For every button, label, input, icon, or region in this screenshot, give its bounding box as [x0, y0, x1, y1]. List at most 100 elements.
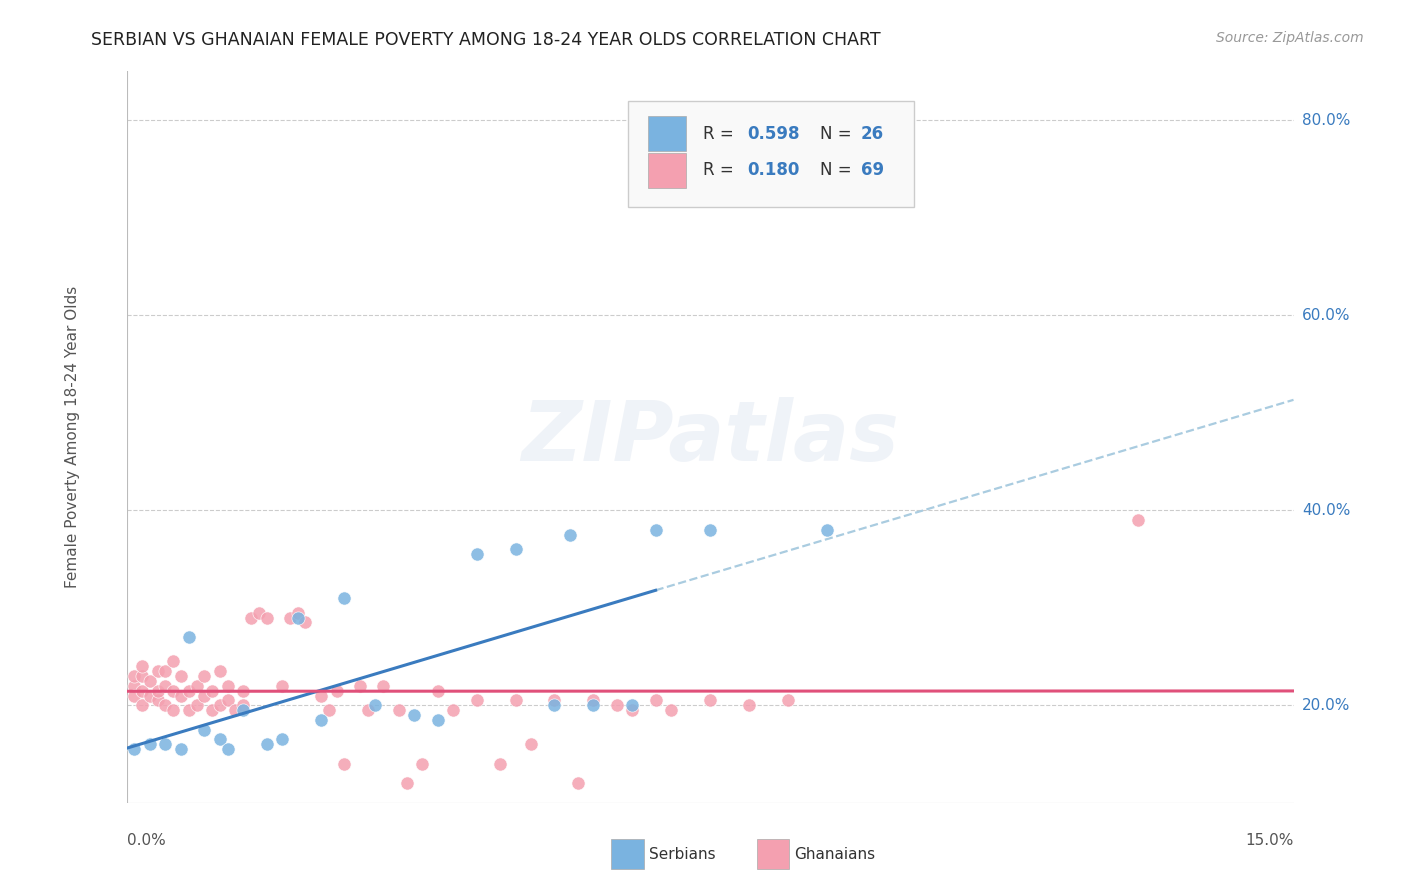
Bar [648, 153, 686, 187]
Point [271, 732, 294, 747]
Point [441, 703, 464, 717]
Point [177, 703, 200, 717]
FancyBboxPatch shape [628, 101, 914, 207]
Text: 60.0%: 60.0% [1302, 308, 1350, 323]
Point [373, 679, 395, 693]
Point [232, 698, 254, 713]
Point [146, 683, 169, 698]
Point [357, 703, 380, 717]
Point [131, 669, 153, 683]
Point [162, 683, 184, 698]
Point [558, 527, 581, 541]
Text: 15.0%: 15.0% [1246, 833, 1294, 848]
Point [318, 703, 340, 717]
Point [155, 698, 177, 713]
Point [240, 610, 263, 624]
Point [193, 689, 215, 703]
Text: Ghanaians: Ghanaians [794, 847, 875, 862]
Point [489, 756, 512, 771]
Point [217, 693, 239, 707]
Point [411, 756, 433, 771]
Point [333, 591, 356, 605]
Point [388, 703, 411, 717]
Point [287, 606, 309, 620]
Point [170, 689, 193, 703]
Point [177, 630, 200, 644]
Point [256, 737, 278, 751]
Point [621, 703, 644, 717]
Point [193, 723, 215, 737]
Point [224, 703, 246, 717]
Point [309, 689, 332, 703]
Point [186, 679, 208, 693]
Point [170, 742, 193, 756]
Point [208, 664, 231, 678]
Text: 20.0%: 20.0% [1302, 698, 1350, 713]
Text: 80.0%: 80.0% [1302, 112, 1350, 128]
Point [146, 693, 169, 707]
Point [232, 703, 254, 717]
Point [349, 679, 371, 693]
Point [271, 679, 294, 693]
Point [567, 776, 589, 790]
Point [155, 664, 177, 678]
Point [201, 683, 224, 698]
Point [426, 713, 449, 727]
Text: N =: N = [820, 161, 856, 179]
Point [543, 693, 565, 707]
Point [193, 669, 215, 683]
Point [465, 693, 488, 707]
Point [162, 703, 184, 717]
Text: 0.0%: 0.0% [127, 833, 166, 848]
Point [659, 703, 682, 717]
Point [217, 679, 239, 693]
Point [186, 698, 208, 713]
Text: Serbians: Serbians [650, 847, 716, 862]
Point [644, 523, 666, 537]
Text: Source: ZipAtlas.com: Source: ZipAtlas.com [1216, 31, 1364, 45]
Point [325, 683, 347, 698]
Text: ZIPatlas: ZIPatlas [522, 397, 898, 477]
Point [155, 737, 177, 751]
Point [146, 664, 169, 678]
Point [505, 542, 527, 557]
Point [606, 698, 628, 713]
Point [426, 683, 449, 698]
Point [309, 713, 332, 727]
Point [699, 693, 721, 707]
Text: Female Poverty Among 18-24 Year Olds: Female Poverty Among 18-24 Year Olds [65, 286, 80, 588]
Point [294, 615, 316, 630]
Point [177, 683, 200, 698]
Point [131, 698, 153, 713]
Bar [648, 116, 686, 151]
Point [699, 523, 721, 537]
Point [131, 659, 153, 673]
Point [124, 679, 146, 693]
Point [404, 708, 426, 723]
Text: 0.598: 0.598 [748, 125, 800, 143]
Point [201, 703, 224, 717]
Text: 0.180: 0.180 [748, 161, 800, 179]
Point [155, 679, 177, 693]
Text: 26: 26 [860, 125, 884, 143]
Text: SERBIAN VS GHANAIAN FEMALE POVERTY AMONG 18-24 YEAR OLDS CORRELATION CHART: SERBIAN VS GHANAIAN FEMALE POVERTY AMONG… [91, 31, 882, 49]
Point [621, 698, 644, 713]
Point [278, 610, 301, 624]
Text: R =: R = [703, 161, 740, 179]
Point [247, 606, 270, 620]
Point [208, 698, 231, 713]
Text: N =: N = [820, 125, 856, 143]
Point [582, 693, 605, 707]
Point [124, 669, 146, 683]
Text: 69: 69 [860, 161, 884, 179]
Text: R =: R = [703, 125, 740, 143]
Text: 40.0%: 40.0% [1302, 503, 1350, 517]
Point [256, 610, 278, 624]
Point [505, 693, 527, 707]
Point [815, 523, 838, 537]
Point [1126, 513, 1149, 527]
Point [139, 673, 162, 688]
Point [776, 693, 799, 707]
Point [520, 737, 543, 751]
Point [333, 756, 356, 771]
